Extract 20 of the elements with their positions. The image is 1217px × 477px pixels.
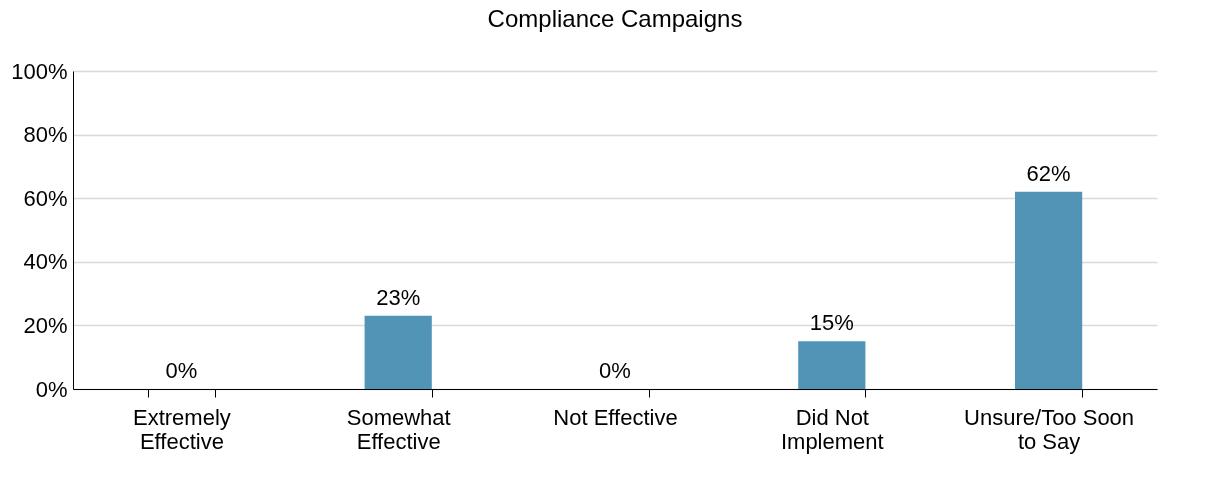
y-tick-label: 20% <box>23 312 68 338</box>
data-label: 0% <box>599 358 631 383</box>
x-tick-label: Did Not Implement <box>780 404 884 454</box>
bar <box>364 315 432 389</box>
data-label: 15% <box>809 310 854 336</box>
chart-title: Compliance Campaigns <box>487 5 743 32</box>
x-tick-label: Extremely Effective <box>133 404 231 454</box>
y-tick-label: 100% <box>11 58 68 84</box>
y-tick-label: 60% <box>23 185 68 211</box>
y-tick-label: 40% <box>23 249 68 275</box>
x-tick-label: Not Effective <box>553 404 678 430</box>
x-tick-label: Somewhat Effective <box>346 404 451 454</box>
x-tick-label: Unsure/Too Soon to Say <box>964 404 1135 454</box>
data-label: 62% <box>1026 160 1071 186</box>
y-tick-label: 0% <box>35 376 68 402</box>
data-label: 23% <box>376 284 421 310</box>
bar <box>798 341 866 389</box>
bar <box>1015 191 1083 389</box>
data-label: 0% <box>165 358 198 383</box>
y-tick-label: 80% <box>23 122 68 148</box>
